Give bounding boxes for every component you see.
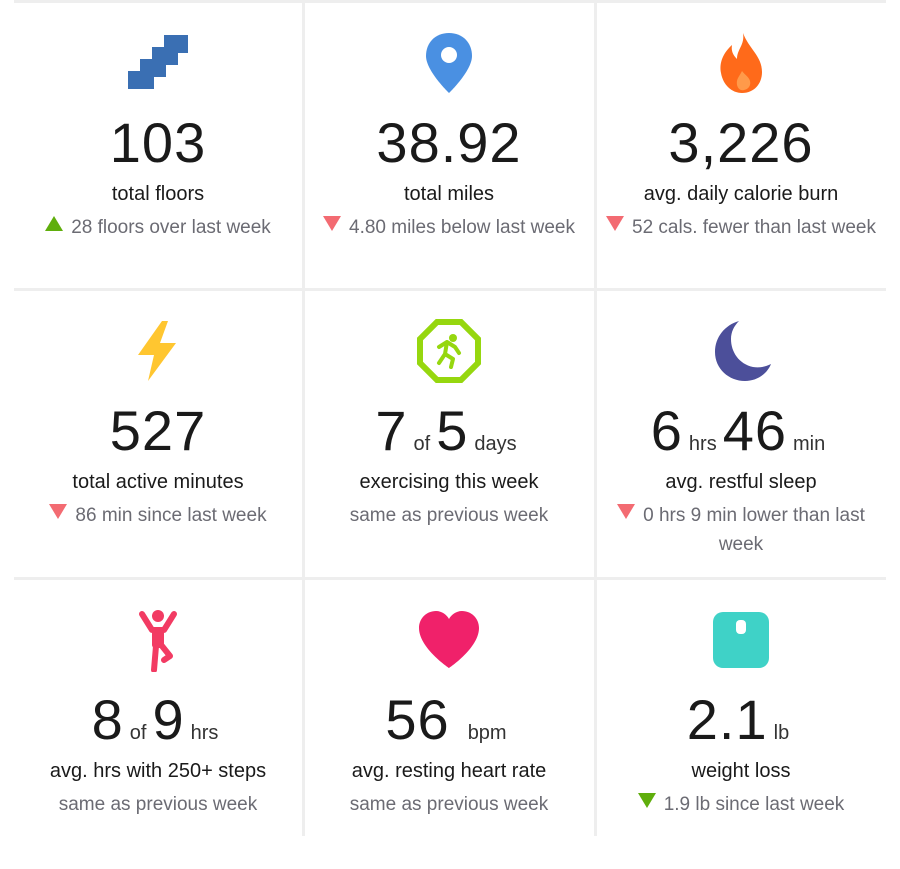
down-arrow-icon <box>606 216 625 231</box>
calories-label: avg. daily calorie burn <box>643 183 839 205</box>
tile-calories[interactable]: 3,226 avg. daily calorie burn 52 cals. f… <box>597 3 885 292</box>
sleep-hours: 6 <box>650 399 683 462</box>
hourly-activity-value: 8 of 9 hrs <box>14 688 302 765</box>
tile-floors[interactable]: 103 total floors 28 floors over last wee… <box>14 3 302 292</box>
down-arrow-icon <box>617 504 636 519</box>
down-arrow-icon <box>323 216 341 231</box>
exercise-days-label: exercising this week <box>359 471 539 493</box>
miles-label: total miles <box>403 183 495 205</box>
exercise-days-count: 7 <box>375 399 408 462</box>
unit-of: of <box>129 722 147 744</box>
down-arrow-icon <box>637 793 656 808</box>
tile-weight[interactable]: 2.1 lb weight loss 1.9 lb since last week <box>597 580 885 869</box>
unit-of: of <box>413 433 431 455</box>
miles-trend-text: 4.80 miles below last week <box>349 217 575 238</box>
heart-rate-label: avg. resting heart rate <box>351 760 547 782</box>
active-minutes-value: 527 <box>109 399 207 462</box>
map-pin-icon <box>417 31 481 95</box>
miles-trend: 4.80 miles below last week <box>313 213 585 242</box>
unit-min: min <box>793 433 826 455</box>
unit-hrs: hrs <box>190 722 219 744</box>
tile-exercise-days[interactable]: 7 of 5 days exercising this week same as pr… <box>305 291 593 580</box>
floors-value: 103 <box>109 111 207 174</box>
sleep-trend: 0 hrs 9 min lower than last week <box>605 501 877 559</box>
lightning-icon <box>126 319 190 383</box>
exercise-days-goal: 5 <box>436 399 469 462</box>
floors-trend-text: 28 floors over last week <box>71 217 271 238</box>
divider <box>302 0 305 836</box>
scale-icon <box>709 608 773 672</box>
flame-icon <box>709 31 773 95</box>
exercise-days-trend: same as previous week <box>349 505 549 526</box>
floors-trend: 28 floors over last week <box>22 213 294 242</box>
weight-number: 2.1 <box>686 688 768 751</box>
stairs-icon <box>126 31 190 95</box>
heart-rate-trend: same as previous week <box>349 794 549 815</box>
up-arrow-icon <box>45 216 64 231</box>
floors-label: total floors <box>111 183 205 205</box>
hourly-activity-count: 8 <box>91 688 124 751</box>
heart-rate-number: 56 <box>385 688 450 751</box>
calories-value: 3,226 <box>668 111 814 174</box>
tile-hourly-activity[interactable]: 8 of 9 hrs avg. hrs with 250+ steps same as… <box>14 580 302 869</box>
weight-trend-text: 1.9 lb since last week <box>663 794 845 815</box>
heart-rate-value: 56 bpm <box>305 688 593 765</box>
unit-hrs: hrs <box>688 433 717 455</box>
moon-icon <box>709 319 773 383</box>
weight-label: weight loss <box>691 760 791 782</box>
standing-person-icon <box>126 608 190 672</box>
unit-bpm: bpm <box>467 722 507 744</box>
tile-active-minutes[interactable]: 527 total active minutes 86 min since la… <box>14 291 302 580</box>
divider <box>14 0 886 3</box>
weekly-stats-grid: 103 total floors 28 floors over last wee… <box>14 0 886 836</box>
hourly-activity-label: avg. hrs with 250+ steps <box>49 760 267 782</box>
sleep-value: 6 hrs 46 min <box>597 399 885 476</box>
sleep-minutes: 46 <box>722 399 787 462</box>
sleep-trend-text: 0 hrs 9 min lower than last week <box>643 505 865 555</box>
exercise-days-value: 7 of 5 days <box>305 399 593 476</box>
tile-heart-rate[interactable]: 56 bpm avg. resting heart rate same as pr… <box>305 580 593 869</box>
divider <box>14 288 886 291</box>
unit-lb: lb <box>773 722 790 744</box>
divider <box>594 0 597 836</box>
calories-trend: 52 cals. fewer than last week <box>605 213 877 242</box>
down-arrow-icon <box>49 504 68 519</box>
sleep-label: avg. restful sleep <box>665 471 817 493</box>
calories-trend-text: 52 cals. fewer than last week <box>632 217 876 238</box>
weight-trend: 1.9 lb since last week <box>605 790 877 819</box>
exercise-badge-icon <box>417 319 481 383</box>
tile-sleep[interactable]: 6 hrs 46 min avg. restful sleep 0 hrs 9 min… <box>597 291 885 580</box>
divider <box>14 577 886 580</box>
active-minutes-trend-text: 86 min since last week <box>75 505 267 526</box>
unit-days: days <box>474 433 517 455</box>
tile-miles[interactable]: 38.92 total miles 4.80 miles below last … <box>305 3 593 292</box>
hourly-activity-trend: same as previous week <box>58 794 258 815</box>
hourly-activity-goal: 9 <box>152 688 185 751</box>
active-minutes-trend: 86 min since last week <box>22 501 294 530</box>
miles-value: 38.92 <box>376 111 522 174</box>
weight-value: 2.1 lb <box>597 688 885 765</box>
active-minutes-label: total active minutes <box>72 471 244 493</box>
heart-icon <box>417 608 481 672</box>
